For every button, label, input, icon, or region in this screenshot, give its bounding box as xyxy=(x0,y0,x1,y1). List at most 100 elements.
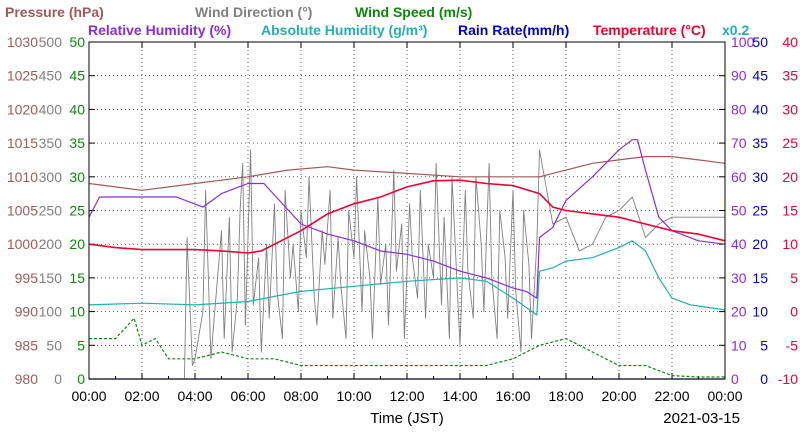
y-axes: 9809859909951000100510101015102010251030… xyxy=(7,34,798,387)
legend-rain-rate: Rain Rate(mm/h) xyxy=(458,22,569,38)
x-tick-label: 00:00 xyxy=(707,388,742,404)
y-tick-label-rel-hum: 100 xyxy=(731,34,755,50)
y-tick-label-rain: 45 xyxy=(752,68,768,84)
y-tick-label-temp: -10 xyxy=(778,371,798,387)
series-line-pressure xyxy=(88,156,726,191)
legend-pressure: Pressure (hPa) xyxy=(5,4,104,20)
y-tick-label-temp: 0 xyxy=(790,304,798,320)
abs-humidity-scale-note: x0.2 xyxy=(722,22,749,38)
y-tick-label-wind-speed: 0 xyxy=(77,371,85,387)
series-line-wind-dir xyxy=(89,149,725,380)
y-tick-label-rel-hum: 80 xyxy=(731,101,747,117)
y-tick-label-wind-speed: 10 xyxy=(69,304,85,320)
y-tick-label-pressure: 1015 xyxy=(7,135,38,151)
x-tick-label: 04:00 xyxy=(177,388,212,404)
y-tick-label-wind-dir: 150 xyxy=(39,270,63,286)
y-tick-label-rain: 15 xyxy=(752,270,768,286)
y-tick-label-rel-hum: 70 xyxy=(731,135,747,151)
y-tick-label-wind-dir: 0 xyxy=(54,371,62,387)
y-tick-label-temp: 5 xyxy=(790,270,798,286)
y-tick-label-pressure: 985 xyxy=(15,337,39,353)
date-label: 2021-03-15 xyxy=(663,410,740,427)
x-axis: 00:00 02:00 04:00 06:00 08:00 10:00 12:00 14:00… xyxy=(71,42,743,404)
series-line-wind-speed xyxy=(89,317,725,378)
legend-wind-direction: Wind Direction (°) xyxy=(195,4,312,20)
y-tick-label-wind-speed: 40 xyxy=(69,101,85,117)
legend-wind-speed: Wind Speed (m/s) xyxy=(355,4,472,20)
legend-temperature: Temperature (°C) xyxy=(593,22,706,38)
x-tick-label: 10:00 xyxy=(336,388,371,404)
y-tick-label-rain: 25 xyxy=(752,203,768,219)
x-tick-label: 08:00 xyxy=(283,388,318,404)
chart-legend: Pressure (hPa) Wind Direction (°) Wind S… xyxy=(5,4,749,38)
y-tick-label-wind-speed: 45 xyxy=(69,68,85,84)
y-tick-label-pressure: 1000 xyxy=(7,236,38,252)
y-tick-label-temp: -5 xyxy=(786,337,799,353)
y-tick-label-rel-hum: 10 xyxy=(731,337,747,353)
y-tick-label-wind-dir: 100 xyxy=(39,304,63,320)
y-tick-label-pressure: 1010 xyxy=(7,169,38,185)
y-tick-label-rain: 10 xyxy=(752,304,768,320)
y-tick-label-wind-dir: 300 xyxy=(39,169,63,185)
y-tick-label-wind-speed: 20 xyxy=(69,236,85,252)
y-tick-label-pressure: 1025 xyxy=(7,68,38,84)
y-tick-label-wind-speed: 15 xyxy=(69,270,85,286)
y-tick-label-rain: 0 xyxy=(760,371,768,387)
y-tick-label-rel-hum: 30 xyxy=(731,270,747,286)
series-line-rel-hum xyxy=(88,139,726,299)
y-tick-label-rain: 30 xyxy=(752,169,768,185)
x-tick-label: 12:00 xyxy=(389,388,424,404)
x-axis-label: Time (JST) xyxy=(370,410,444,427)
y-tick-label-rel-hum: 40 xyxy=(731,236,747,252)
legend-relative-humidity: Relative Humidity (%) xyxy=(88,22,231,38)
y-tick-label-rel-hum: 60 xyxy=(731,169,747,185)
x-tick-label: 06:00 xyxy=(230,388,265,404)
y-tick-label-wind-speed: 25 xyxy=(69,203,85,219)
y-tick-label-wind-speed: 50 xyxy=(69,34,85,50)
x-tick-label: 22:00 xyxy=(654,388,689,404)
y-tick-label-rain: 40 xyxy=(752,101,768,117)
y-tick-label-rel-hum: 50 xyxy=(731,203,747,219)
y-tick-label-temp: 20 xyxy=(782,169,798,185)
x-tick-label: 14:00 xyxy=(442,388,477,404)
y-tick-label-rain: 35 xyxy=(752,135,768,151)
plot-area xyxy=(88,139,726,380)
y-tick-label-temp: 25 xyxy=(782,135,798,151)
y-tick-label-rain: 20 xyxy=(752,236,768,252)
y-tick-label-wind-dir: 500 xyxy=(39,34,63,50)
y-tick-label-wind-dir: 50 xyxy=(46,337,62,353)
legend-absolute-humidity: Absolute Humidity (g/m³) xyxy=(261,22,427,38)
y-tick-label-rain: 50 xyxy=(752,34,768,50)
y-tick-label-wind-speed: 5 xyxy=(77,337,85,353)
y-tick-label-temp: 35 xyxy=(782,68,798,84)
y-tick-label-wind-speed: 30 xyxy=(69,169,85,185)
y-tick-label-wind-dir: 450 xyxy=(39,68,63,84)
y-tick-label-wind-dir: 200 xyxy=(39,236,63,252)
plot-frame xyxy=(88,41,726,380)
y-tick-label-temp: 15 xyxy=(782,203,798,219)
y-tick-label-rain: 5 xyxy=(760,337,768,353)
y-tick-label-pressure: 1030 xyxy=(7,34,38,50)
y-tick-label-pressure: 995 xyxy=(15,270,39,286)
x-tick-label: 18:00 xyxy=(548,388,583,404)
grid xyxy=(89,42,725,379)
y-tick-label-wind-dir: 250 xyxy=(39,203,63,219)
series-line-temp xyxy=(88,179,726,254)
y-tick-label-temp: 40 xyxy=(782,34,798,50)
y-tick-label-wind-dir: 350 xyxy=(39,135,63,151)
y-tick-label-rel-hum: 20 xyxy=(731,304,747,320)
series-line-abs-hum xyxy=(88,240,726,316)
y-tick-label-wind-dir: 400 xyxy=(39,101,63,117)
y-tick-label-temp: 10 xyxy=(782,236,798,252)
y-tick-label-pressure: 980 xyxy=(15,371,39,387)
y-tick-label-temp: 30 xyxy=(782,101,798,117)
y-tick-label-rel-hum: 0 xyxy=(731,371,739,387)
x-tick-label: 00:00 xyxy=(71,388,106,404)
y-tick-label-pressure: 990 xyxy=(15,304,39,320)
y-tick-label-rel-hum: 90 xyxy=(731,68,747,84)
y-tick-label-pressure: 1020 xyxy=(7,101,38,117)
x-tick-label: 02:00 xyxy=(124,388,159,404)
y-tick-label-wind-speed: 35 xyxy=(69,135,85,151)
x-tick-label: 20:00 xyxy=(601,388,636,404)
